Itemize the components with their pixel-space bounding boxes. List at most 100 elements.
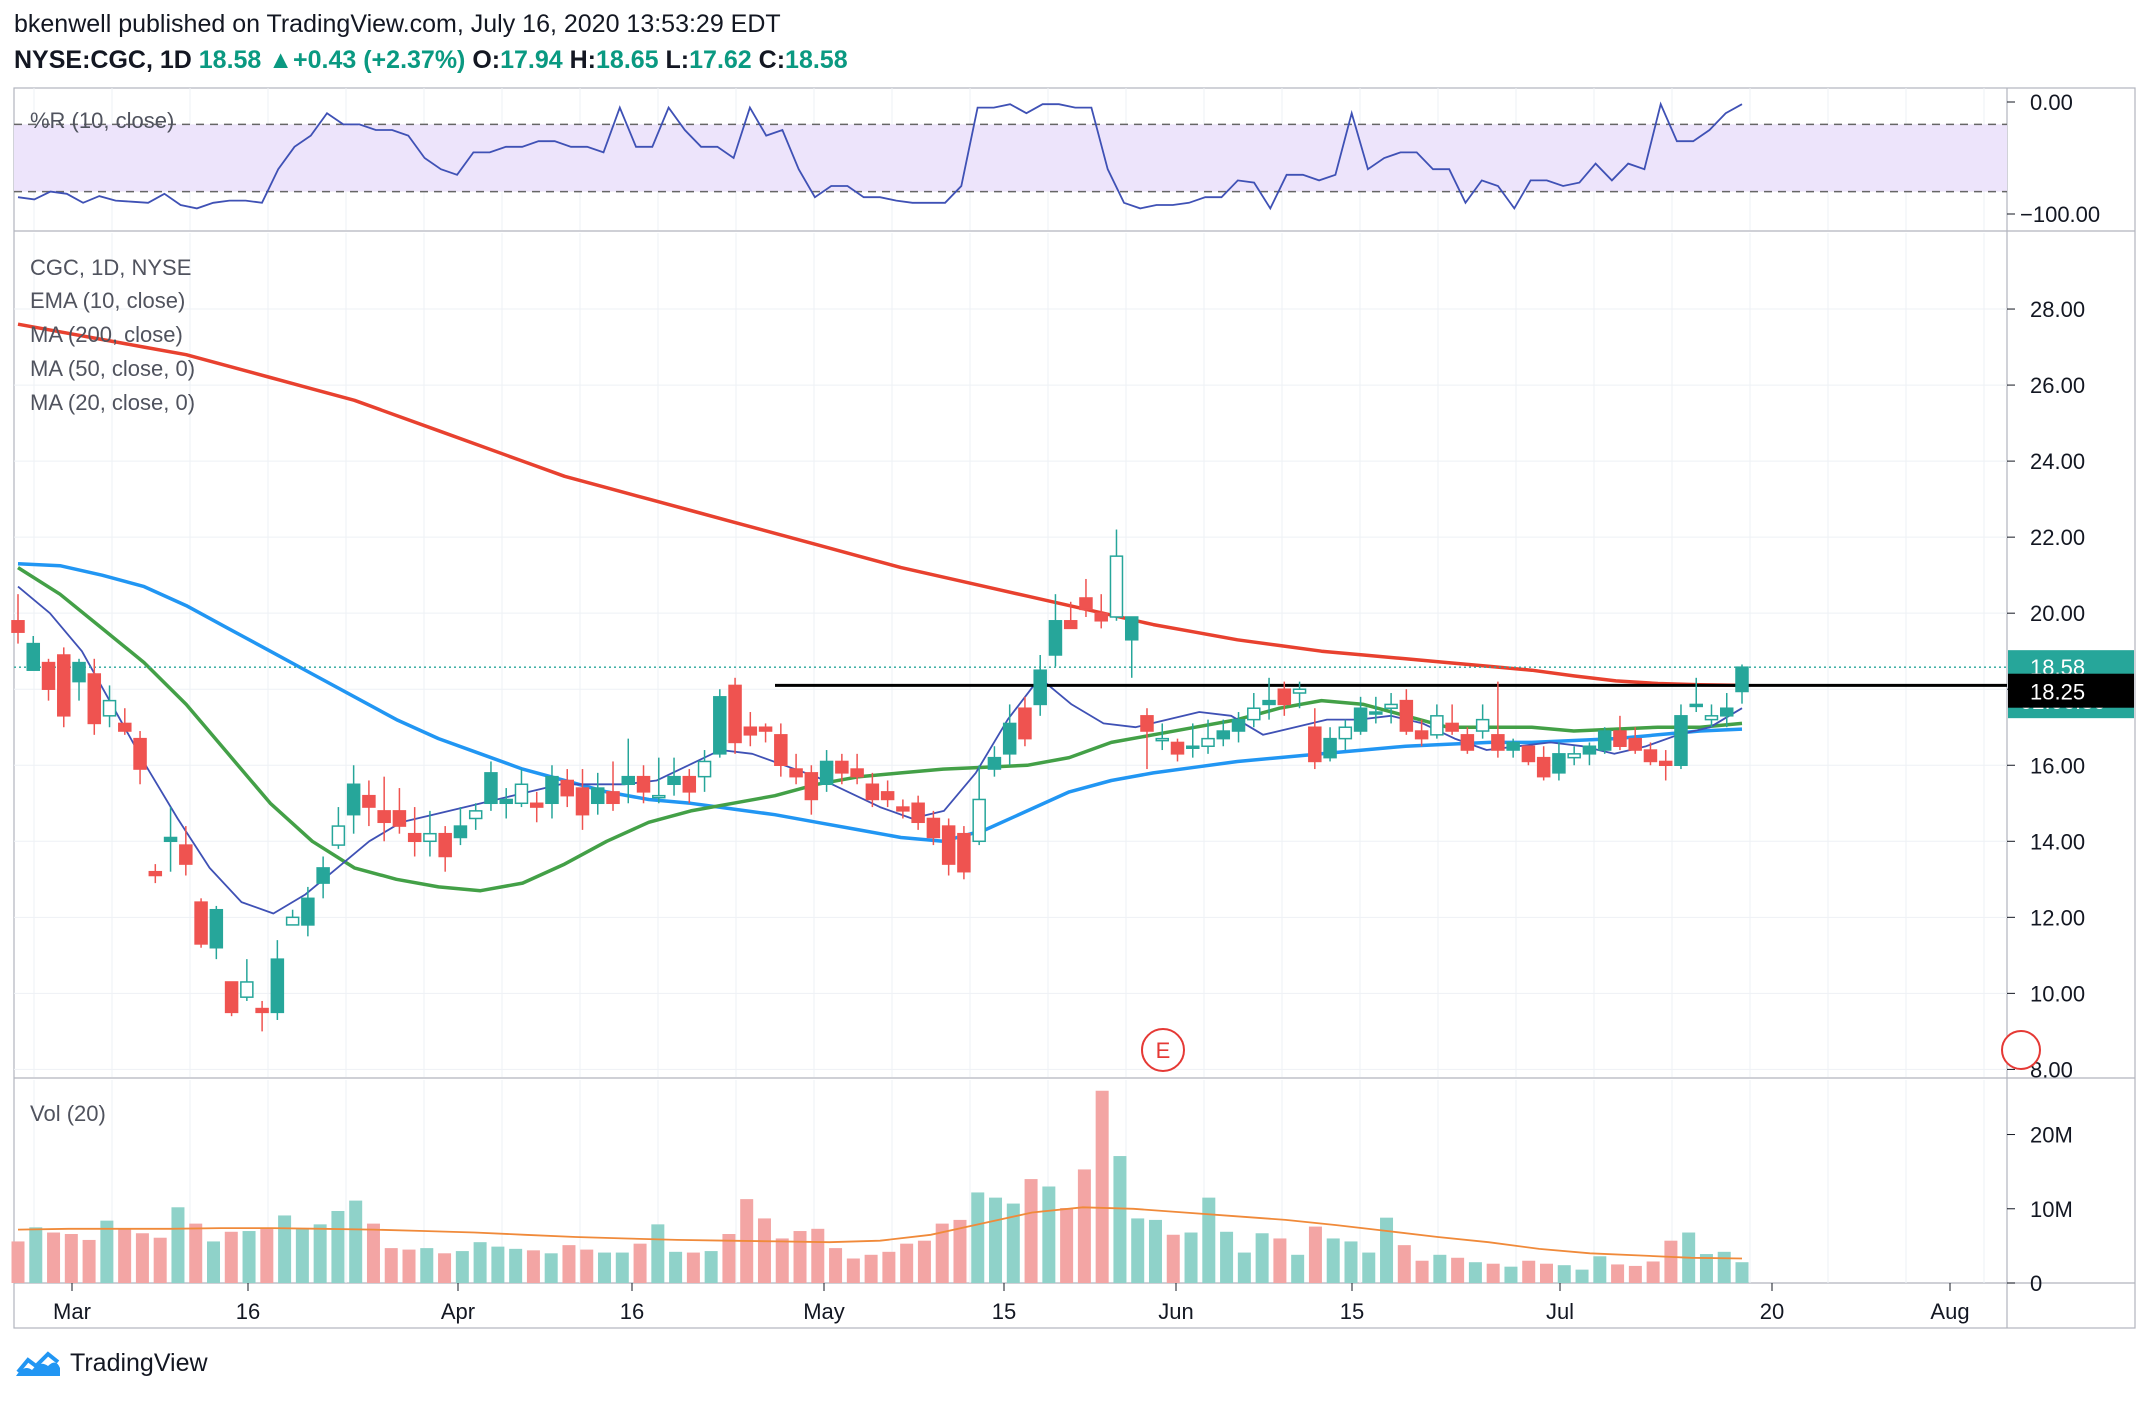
candle: [1094, 612, 1108, 622]
candle: [1308, 726, 1322, 763]
volume-bar: [935, 1223, 949, 1283]
price-tick-label: 14.00: [2030, 829, 2085, 854]
candle: [1353, 707, 1368, 732]
candle: [1491, 734, 1505, 751]
candle: [682, 775, 697, 793]
volume-bar: [1131, 1218, 1145, 1283]
volume-title: Vol (20): [30, 1101, 106, 1126]
candle: [880, 791, 895, 801]
candle: [41, 661, 56, 690]
volume-bar: [1415, 1260, 1429, 1283]
legend-entry: MA (20, close, 0): [30, 390, 195, 415]
close-value: 18.58: [785, 46, 848, 74]
volume-bar: [1077, 1169, 1091, 1283]
volume-bar: [455, 1251, 469, 1283]
time-tick-label: Jul: [1546, 1299, 1574, 1324]
candle: [1658, 760, 1673, 767]
volume-bar: [1504, 1266, 1518, 1283]
candle: [499, 798, 513, 805]
time-tick-label: 15: [992, 1299, 1016, 1324]
candle: [1079, 597, 1093, 611]
candle: [758, 726, 773, 732]
candle: [667, 775, 681, 786]
candle: [774, 734, 788, 767]
volume-bar: [580, 1249, 594, 1283]
candle: [194, 901, 208, 945]
volume-bar: [331, 1210, 345, 1283]
candle: [11, 620, 25, 633]
candle: [1552, 753, 1566, 774]
volume-bar: [1468, 1262, 1482, 1283]
volume-tick-label: 0: [2030, 1271, 2042, 1296]
volume-bar: [1273, 1238, 1287, 1283]
volume-bar: [260, 1228, 274, 1283]
volume-bar: [349, 1200, 363, 1283]
volume-bar: [438, 1253, 452, 1283]
candle: [1369, 711, 1383, 715]
volume-bar: [829, 1248, 843, 1283]
volume-tick-label: 10M: [2030, 1197, 2073, 1222]
volume-bar: [544, 1253, 558, 1283]
candle: [896, 806, 910, 812]
price-tick-label: 26.00: [2030, 373, 2085, 398]
candle: [1216, 730, 1231, 740]
volume-bar: [722, 1234, 736, 1283]
volume-bar: [846, 1258, 860, 1283]
volume-bar: [562, 1245, 576, 1283]
earnings-marker-label: E: [1156, 1038, 1171, 1063]
candle: [1445, 722, 1459, 732]
footer-brand[interactable]: TradingView: [14, 1348, 208, 1378]
change-up-icon: ▲: [268, 46, 294, 74]
ma200-line: [17, 322, 1743, 688]
time-tick-label: 15: [1340, 1299, 1364, 1324]
candle: [1567, 753, 1581, 759]
price-tick-label: 28.00: [2030, 297, 2085, 322]
volume-bar: [1024, 1179, 1038, 1283]
volume-bar: [207, 1241, 221, 1283]
candle: [1719, 707, 1734, 717]
volume-bar: [1113, 1156, 1127, 1283]
volume-bar: [118, 1228, 132, 1283]
candle: [163, 836, 178, 843]
candle: [1643, 749, 1658, 763]
candle: [804, 772, 819, 801]
volume-bar: [1522, 1260, 1536, 1283]
candle: [591, 787, 605, 805]
volume-bar: [1362, 1252, 1376, 1283]
chart-canvas[interactable]: %R (10, close)0.00−100.008.0010.0012.001…: [0, 0, 2148, 1340]
candle: [1704, 715, 1719, 721]
volume-bar: [864, 1254, 878, 1283]
volume-bar: [811, 1228, 825, 1283]
candle: [1597, 730, 1612, 751]
candle: [1002, 722, 1017, 755]
volume-bar: [1095, 1090, 1109, 1283]
candle: [209, 908, 224, 949]
price-tag: [2008, 673, 2134, 708]
candle: [819, 760, 834, 786]
main-title: CGC, 1D, NYSE: [30, 255, 191, 280]
candle: [468, 810, 483, 820]
candle: [789, 768, 803, 778]
volume-bar: [1451, 1257, 1465, 1283]
volume-bar: [1735, 1262, 1749, 1283]
candle: [1628, 737, 1642, 751]
candle: [423, 832, 437, 843]
volume-bar: [189, 1223, 203, 1283]
volume-bar: [1628, 1265, 1642, 1283]
volume-bar: [1575, 1269, 1589, 1283]
candle: [987, 756, 1002, 770]
volume-bar: [473, 1242, 487, 1283]
candle: [743, 726, 758, 736]
candle: [1430, 715, 1444, 736]
candle: [1613, 730, 1627, 747]
candle: [1124, 616, 1139, 641]
candle: [1063, 620, 1078, 630]
legend-entry: EMA (10, close): [30, 288, 185, 313]
volume-bar: [775, 1238, 789, 1283]
volume-bar: [402, 1249, 416, 1283]
volume-bar: [757, 1218, 771, 1283]
candle: [1582, 745, 1597, 755]
candle: [1140, 715, 1154, 732]
candle: [1109, 555, 1124, 618]
candle: [1399, 699, 1414, 732]
